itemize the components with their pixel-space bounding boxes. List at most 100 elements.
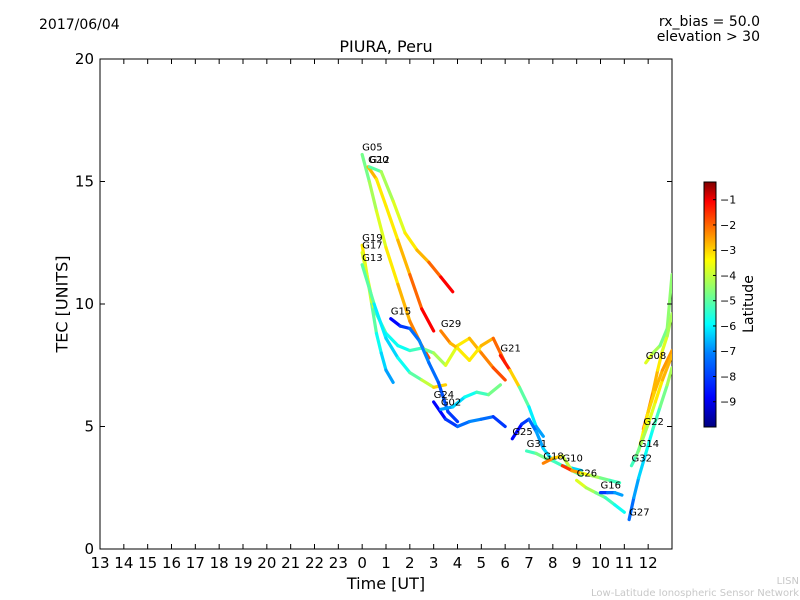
x-tick-label: 5 [477,554,487,572]
series-label-g32: G32 [631,454,651,465]
series-g27-segment [658,383,669,409]
series-g15-segment [417,339,431,365]
series-g13-segment [360,263,376,306]
colorbar-label: Latitude [741,275,757,333]
series-g26-segment [575,478,588,490]
series-g12-segment [391,199,407,235]
series-g26-segment [603,495,617,507]
series-label-g10: G10 [562,454,582,465]
series-g10-segment [560,464,574,473]
series-g05-segment [367,179,379,213]
series-g17-segment [455,336,472,348]
x-tick-label: 10 [591,554,610,572]
series-labels: G05G20G12G19G17G13G15G29G24G02G21G25G31G… [362,143,666,519]
series-g02-segment [439,405,455,411]
series-label-g05: G05 [362,143,382,154]
series-g21-segment [517,385,531,409]
series-g10-segment [608,478,622,485]
series-g27-segment [637,451,648,480]
series-g22-segment [651,368,660,394]
y-axis-label: TEC [UNITS] [52,255,72,353]
x-tick-label: 2 [405,554,415,572]
series-g10-segment [598,476,612,482]
colorbar-tick-label: −5 [720,295,736,308]
series-g32-segment [653,378,665,404]
series-g13-segment [396,356,412,375]
x-tick-label: 0 [357,554,367,572]
series-g31-segment [525,449,538,456]
series-g05-segment [374,209,388,250]
colorbar-tick-label: −9 [720,396,736,409]
series-label-g17: G17 [362,241,382,252]
series-g10-segment [579,471,593,478]
series-label-g24: G24 [434,390,454,401]
series-g26-segment [613,503,626,514]
x-axis: 13 14 15 16 17 18 19 20 21 22 23 0 1 2 3 4 5 6 7 8 9 10 11 12 [90,59,658,572]
series-label-g14: G14 [639,439,659,450]
series-g19-segment [374,331,383,355]
series-g22-segment [660,334,669,353]
y-tick-label: 0 [84,540,94,558]
series-g02-segment [486,383,502,397]
series-g32-segment [646,400,657,426]
footer-org-long: Low-Latitude Ionospheric Sensor Network [591,588,799,599]
series-g08-segment [665,273,672,331]
rx-bias-label: rx_bias = 50.0 [658,14,760,30]
series-g18-segment [541,456,555,465]
series-g13-segment [420,378,436,389]
series-g12-segment [415,248,431,264]
series-g12-segment [439,275,455,294]
x-tick-label: 4 [453,554,463,572]
series-g17-segment [408,346,424,353]
x-tick-label: 11 [615,554,634,572]
series-g14-segment [653,368,665,392]
series-label-g02: G02 [441,397,461,408]
series-g17-segment [396,344,412,353]
x-tick-label: 16 [162,554,181,572]
series-g20-segment [366,165,379,181]
series-g20-segment [374,177,388,208]
colorbar-tick-label: −6 [720,320,736,333]
series-g12-segment [403,231,419,252]
colorbar-tick-label: −7 [720,345,736,358]
series-g15-segment [446,410,460,424]
y-tick-label: 15 [75,173,94,191]
colorbar-tick-label: −2 [720,219,736,232]
y-tick-label: 10 [75,295,94,313]
series-g32-segment [639,422,650,446]
series-g13-segment [408,371,424,382]
y-tick-label: 5 [84,418,94,436]
series-label-g21: G21 [500,343,520,354]
colorbar [703,181,717,428]
series-label-g18: G18 [543,451,563,462]
series-g12-segment [379,170,395,203]
series-g25-segment [534,429,545,451]
colorbar-tick-label: −4 [720,269,736,282]
series-g02-segment [463,390,479,399]
series-label-g31: G31 [527,439,547,450]
x-tick-label: 22 [305,554,324,572]
series-g27-segment [627,495,636,522]
series-g31-segment [570,466,584,473]
x-axis-label: Time [UT] [346,574,426,593]
x-tick-label: 17 [186,554,205,572]
series-g27-segment [651,405,662,431]
x-tick-label: 7 [524,554,534,572]
series-g14-segment [646,388,657,414]
series-g17-segment [432,351,448,367]
colorbar-tick-label: −1 [720,194,736,207]
series-g25-segment [510,422,524,441]
elevation-label: elevation > 30 [656,29,760,45]
series-g13-segment [372,302,388,340]
x-tick-label: 1 [381,554,391,572]
series-g32-segment [629,454,638,468]
series-label-g13: G13 [362,253,382,264]
x-tick-label: 13 [90,554,109,572]
series-g32-segment [634,442,643,458]
colorbar-ticks: −1 −2 −3 −4 −5 −6 −7 −8 −9 [713,194,736,409]
series-g29-segment [467,344,483,362]
series-g16-segment [613,491,624,497]
series-g22-segment [665,312,672,338]
series-g18-segment [551,454,564,460]
